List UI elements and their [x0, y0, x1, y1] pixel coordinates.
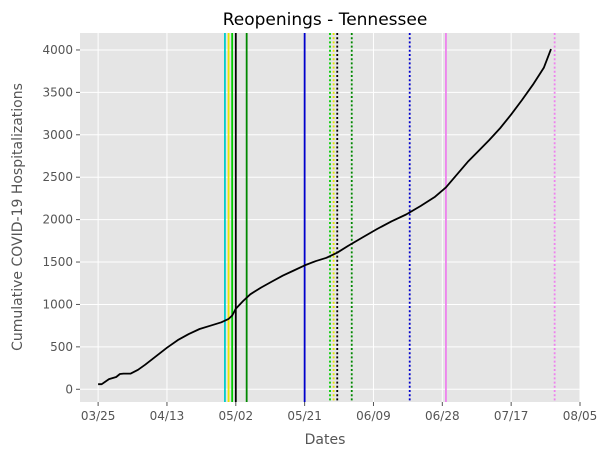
event-lines [224, 33, 556, 402]
x-tick-label: 03/25 [81, 409, 116, 423]
x-axis-label: Dates [305, 432, 346, 448]
x-tick-label: 07/17 [494, 409, 529, 423]
x-tick-label: 06/28 [425, 409, 460, 423]
x-tick-label: 05/02 [219, 409, 254, 423]
x-tick-label: 04/13 [150, 409, 185, 423]
y-tick-label: 2500 [42, 170, 73, 184]
chart-title: Reopenings - Tennessee [223, 10, 428, 30]
series-line [98, 48, 552, 386]
series-group [98, 48, 552, 386]
y-tick-label: 2000 [42, 213, 73, 227]
y-tick-label: 1500 [42, 255, 73, 269]
y-ticks: 0 500 1000 1500 2000 2500 3000 3500 4000 [42, 43, 80, 396]
y-tick-label: 3000 [42, 128, 73, 142]
y-axis-label: Cumulative COVID-19 Hospitalizations [10, 83, 26, 351]
x-ticks: 03/25 04/13 05/02 05/21 06/09 06/28 07/17 08/05 [81, 402, 597, 423]
y-tick-label: 3500 [42, 85, 73, 99]
x-tick-label: 06/09 [356, 409, 391, 423]
x-tick-label: 05/21 [287, 409, 322, 423]
x-tick-label: 08/05 [563, 409, 598, 423]
y-tick-label: 4000 [42, 43, 73, 57]
y-tick-label: 500 [50, 340, 73, 354]
y-tick-label: 0 [65, 382, 73, 396]
y-tick-label: 1000 [42, 297, 73, 311]
